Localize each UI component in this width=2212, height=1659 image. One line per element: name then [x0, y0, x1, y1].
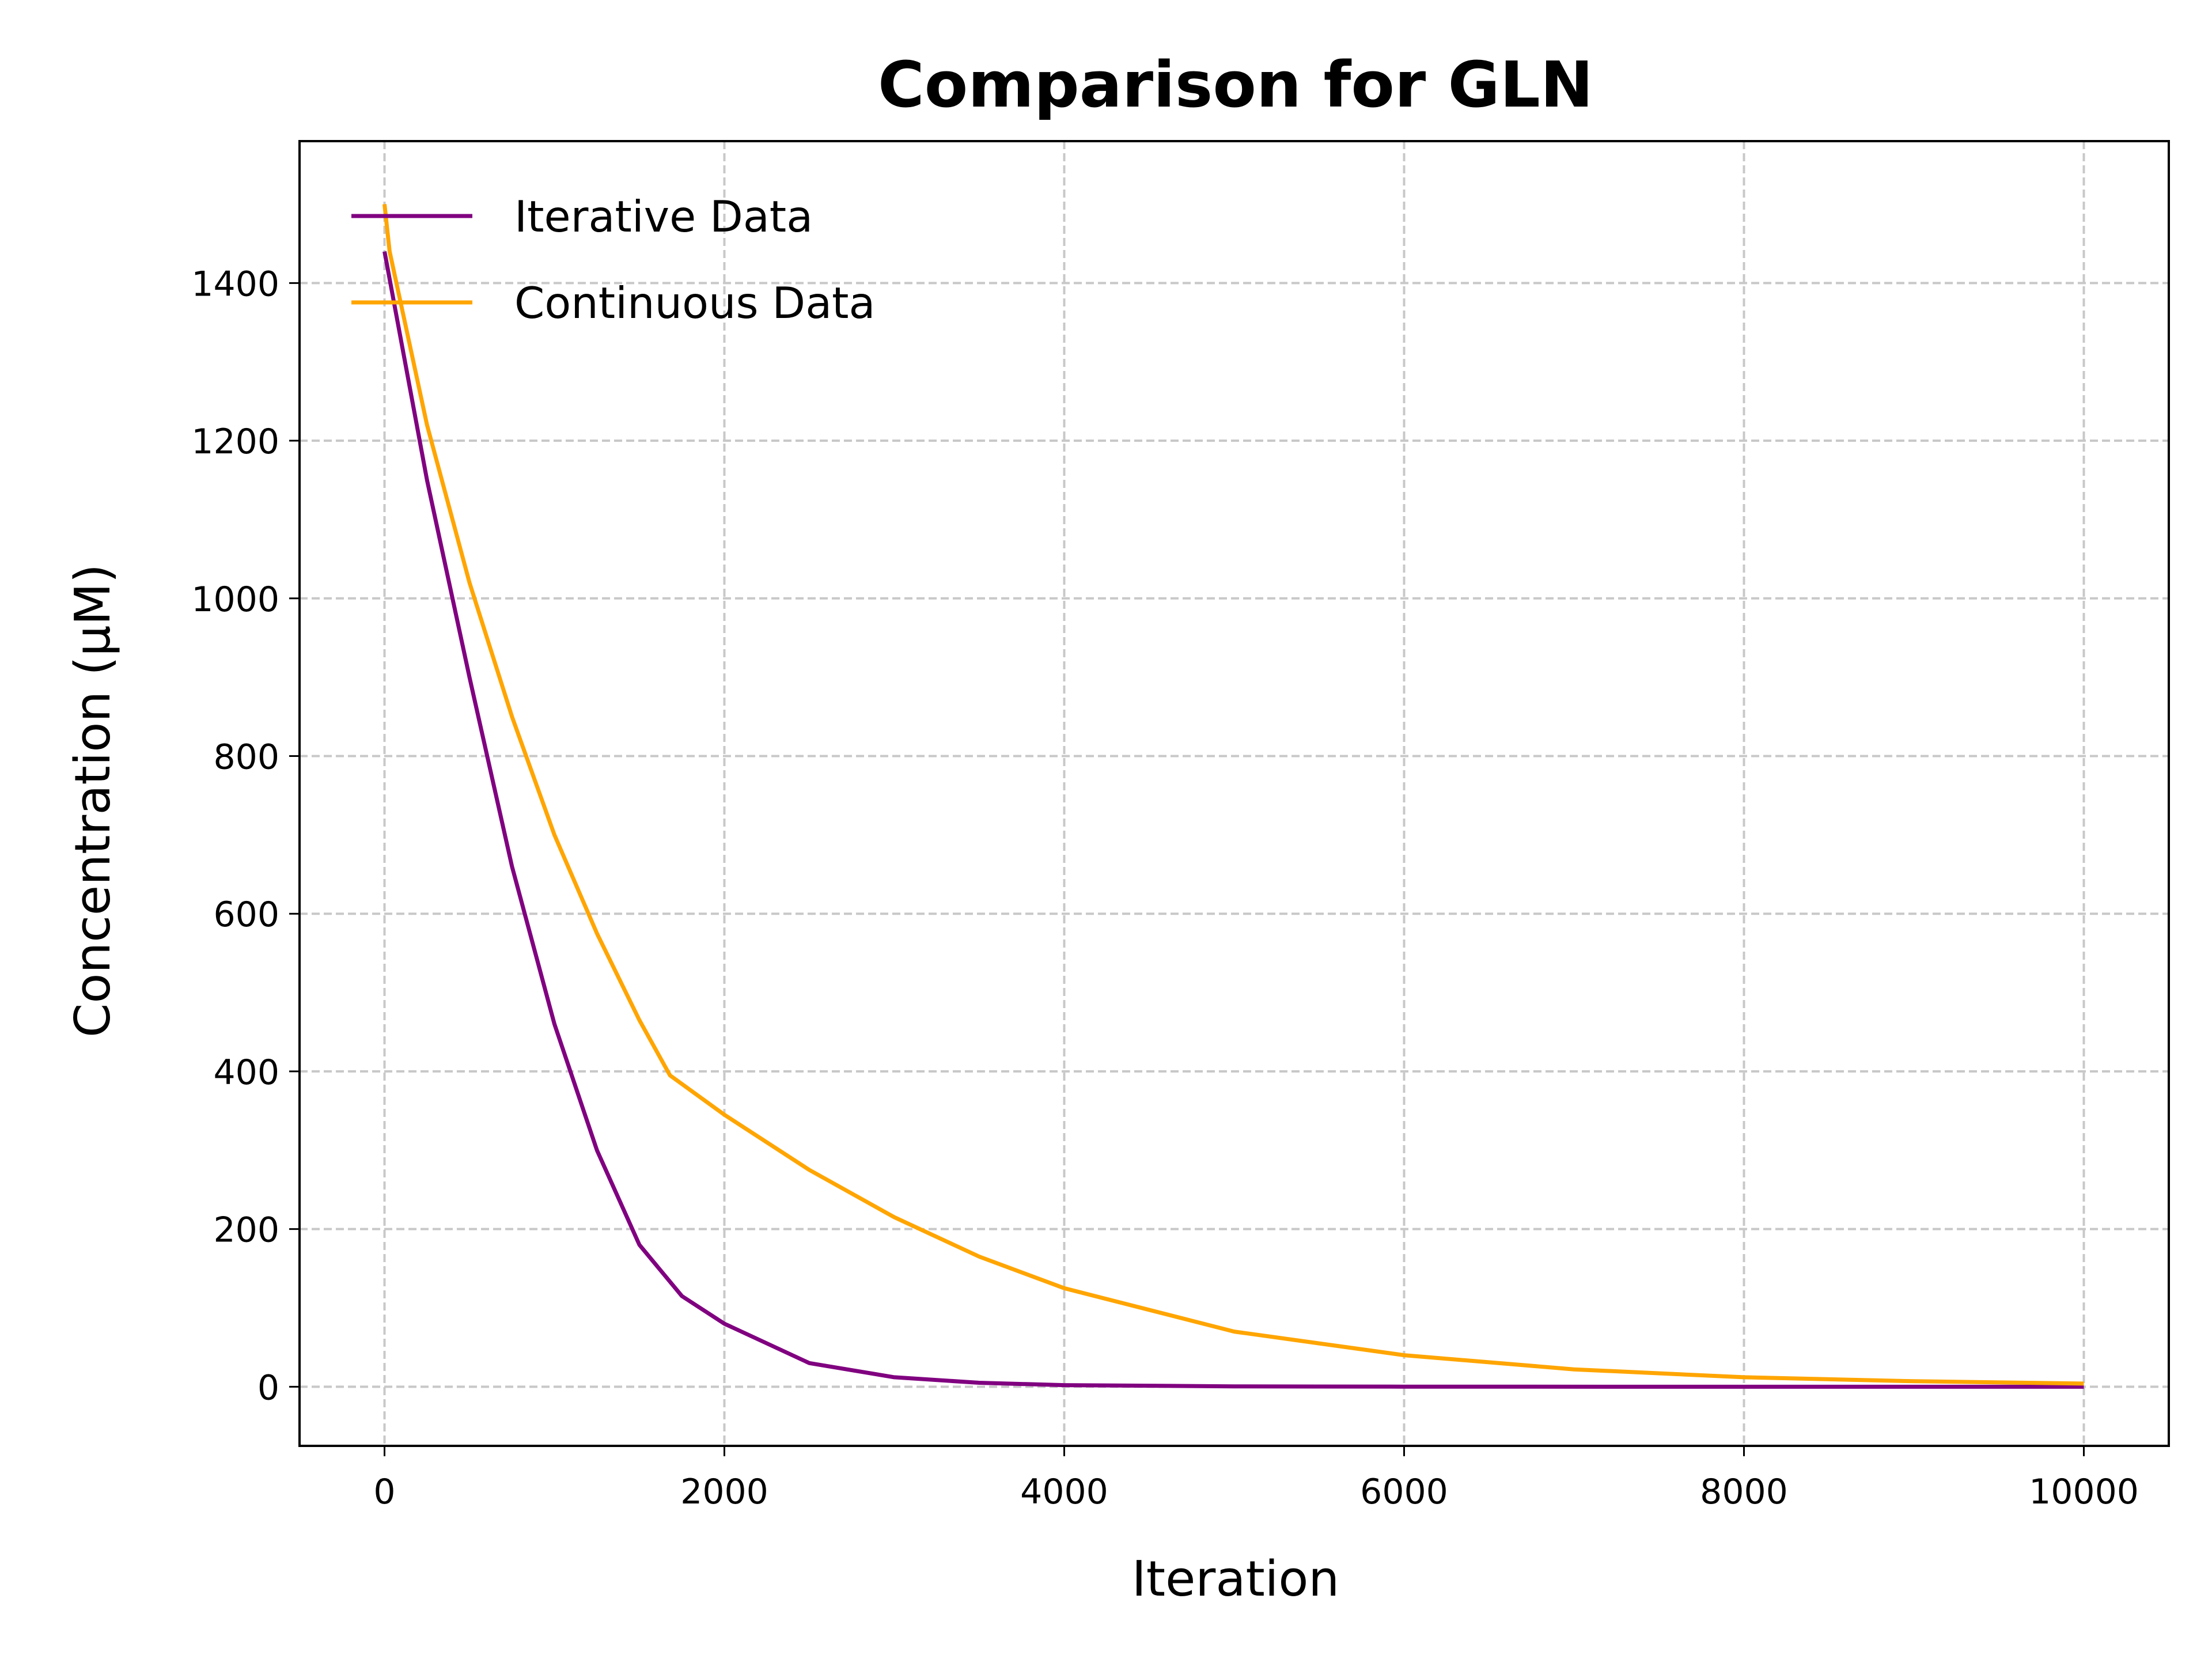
- y-tick-label: 1000: [191, 579, 279, 620]
- x-tick-label: 10000: [2029, 1472, 2139, 1512]
- legend-label-iterative: Iterative Data: [514, 191, 813, 242]
- y-tick-label: 400: [213, 1052, 279, 1093]
- plot-area-frame: [298, 140, 2170, 1447]
- x-tick-label: 0: [373, 1472, 395, 1512]
- y-tick-label: 200: [213, 1210, 279, 1251]
- x-tick-label: 6000: [1360, 1472, 1448, 1512]
- x-tick-label: 4000: [1020, 1472, 1108, 1512]
- y-tick-label: 800: [213, 737, 279, 777]
- chart-title: Comparison for GLN: [878, 48, 1593, 122]
- x-tick-label: 2000: [680, 1472, 768, 1512]
- legend: Iterative Data Continuous Data: [351, 191, 876, 328]
- series-line-continuous: [382, 204, 2084, 1386]
- axis-ticks: 0 2000 4000 6000 8000 10000 0 200 400 600 800 1000 1…: [191, 264, 2139, 1512]
- x-axis-label: Iteration: [1132, 1551, 1340, 1608]
- series-line-iterative: [382, 251, 2084, 1389]
- legend-label-continuous: Continuous Data: [514, 278, 876, 328]
- x-tick-label: 8000: [1700, 1472, 1788, 1512]
- y-tick-label: 600: [213, 895, 279, 935]
- y-tick-label: 1200: [191, 422, 279, 462]
- y-axis-label: Concentration (μM): [65, 564, 122, 1037]
- y-tick-label: 0: [257, 1368, 279, 1408]
- y-tick-label: 1400: [191, 264, 279, 304]
- series-lines: [382, 204, 2084, 1389]
